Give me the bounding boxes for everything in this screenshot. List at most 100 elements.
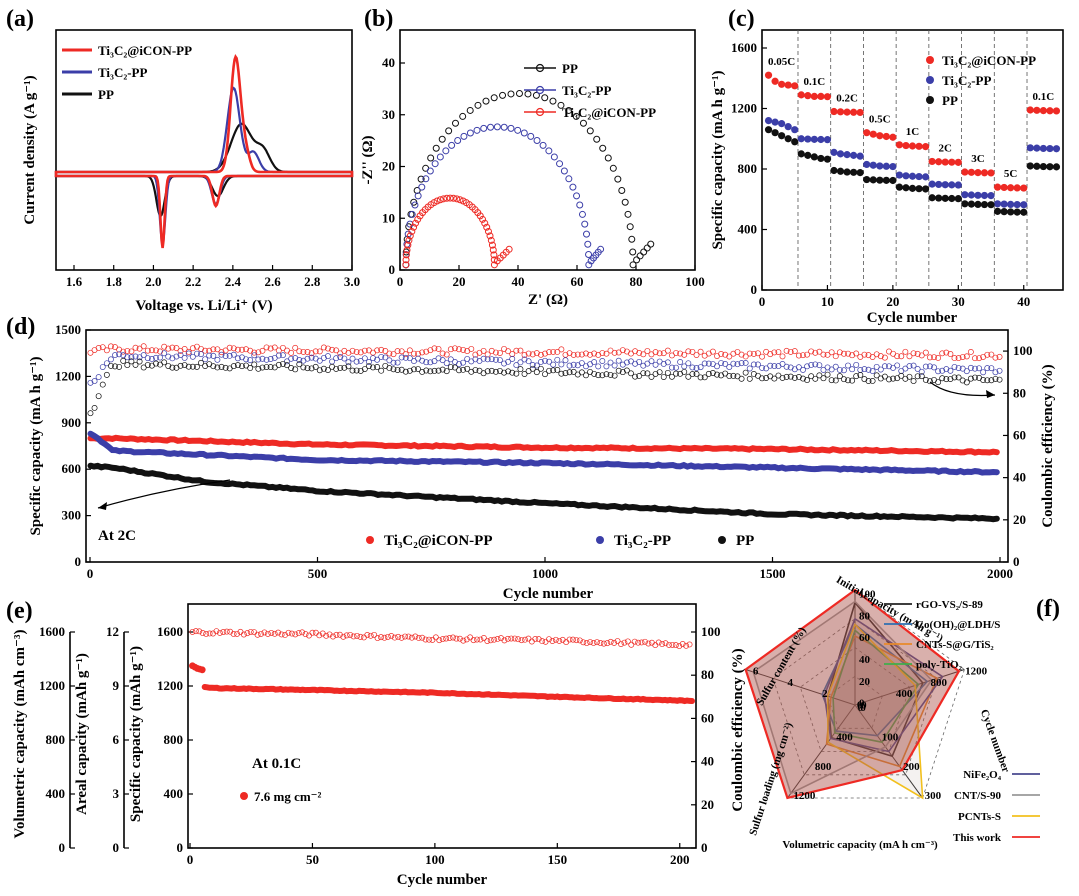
ce-point (357, 633, 364, 640)
ce-point (668, 364, 675, 371)
ce-point (390, 359, 397, 366)
rate-label: 0.2C (836, 93, 858, 105)
ce-point (484, 368, 491, 375)
ce-point (431, 358, 438, 365)
ce-point (763, 365, 770, 372)
ce-point (840, 350, 847, 357)
ce-point (828, 349, 835, 356)
annotation: At 0.1C (252, 756, 301, 772)
y-tick-label: 400 (164, 786, 184, 801)
ce-point (405, 633, 412, 640)
ce-point (460, 359, 467, 366)
y-tick-label: 1500 (55, 322, 81, 337)
rate-point (948, 158, 956, 166)
ce-point (808, 361, 815, 368)
rate-point (954, 181, 962, 189)
legend-marker (596, 536, 604, 544)
ce-point (309, 629, 316, 636)
ce-point (562, 370, 569, 377)
eis-point (459, 112, 467, 120)
rate-point (784, 81, 792, 89)
ce-point (931, 364, 937, 371)
radar-tick-label: 20 (859, 676, 871, 688)
eis-point (541, 94, 549, 102)
ce-point (371, 631, 378, 638)
y-axis-label: Specific capacity (mA h g⁻¹) (710, 70, 726, 249)
x-tick-label: 20 (886, 294, 899, 309)
ce-point (374, 635, 381, 642)
ce-point (996, 376, 1003, 383)
ce-point (726, 364, 733, 371)
eis-tail-point (505, 245, 513, 253)
ce-point (603, 371, 610, 378)
eis-point (626, 223, 634, 231)
areal-tick-label: 3 (113, 786, 120, 801)
ce-point (214, 356, 221, 363)
ce-point (898, 353, 905, 360)
ce-point (443, 360, 450, 367)
ce-point (218, 351, 225, 358)
ce-point (426, 636, 432, 643)
ce-point (505, 358, 512, 365)
y-tick-label: 0 (751, 282, 758, 297)
ce-point (881, 363, 888, 370)
rate-point (895, 171, 904, 179)
ce-point (570, 368, 577, 375)
ce-point (529, 362, 536, 368)
ce-point (693, 370, 700, 377)
ce-point (869, 354, 876, 360)
rate-point (797, 91, 805, 99)
ce-point (791, 374, 798, 381)
ce-point (279, 352, 286, 359)
ce-point (742, 353, 749, 360)
ce-point (886, 363, 892, 370)
areal-tick-label: 6 (113, 732, 120, 747)
ce-point (226, 352, 233, 359)
eis-tail-point (643, 244, 651, 252)
ce-point (795, 364, 802, 371)
ce-point (679, 641, 686, 647)
y2-tick-label: 40 (1013, 470, 1026, 485)
ce-point (550, 361, 557, 368)
eis-point (445, 127, 453, 135)
eis-point (624, 210, 632, 218)
rate-point (869, 130, 877, 138)
legend-label: NiFe₂O₄ (963, 769, 1001, 781)
ce-point (800, 375, 806, 382)
ce-point (116, 351, 123, 358)
ce-point (812, 349, 819, 356)
ce-point (746, 375, 753, 382)
x-tick-label: 1000 (532, 566, 558, 581)
ce-point (153, 347, 159, 354)
ce-point (468, 345, 475, 352)
ce-point (268, 629, 275, 636)
eis-point (514, 126, 522, 134)
ce-point (345, 363, 352, 370)
ce-point (325, 367, 331, 373)
eis-point (480, 124, 488, 132)
ce-point (165, 353, 172, 360)
eis-point (572, 112, 580, 120)
ce-point (357, 358, 364, 364)
y2-tick-label: 100 (1013, 343, 1033, 358)
ce-point (398, 354, 405, 361)
areal-tick-label: 0 (113, 840, 120, 855)
rate-point (967, 191, 975, 199)
rate-point (1000, 183, 1008, 192)
volumetric-axis-label: Volumetric capacity (mAh cm⁻³) (12, 630, 28, 839)
rate-point (882, 162, 890, 170)
ce-point (234, 362, 241, 369)
ce-point (783, 373, 790, 380)
eis-point (628, 235, 636, 243)
ce-point (402, 351, 409, 358)
rate-point (778, 80, 786, 88)
ce-point (140, 364, 147, 371)
x-tick-label: 40 (1017, 294, 1030, 309)
ce-point (173, 345, 180, 352)
x-axis-label: Voltage vs. Li/Li⁺ (V) (135, 298, 272, 314)
ce-point (771, 363, 778, 370)
ce-point (849, 352, 856, 359)
radar-tick-label: 40 (859, 654, 871, 666)
eis-point (539, 141, 547, 149)
eis-point (483, 223, 491, 231)
